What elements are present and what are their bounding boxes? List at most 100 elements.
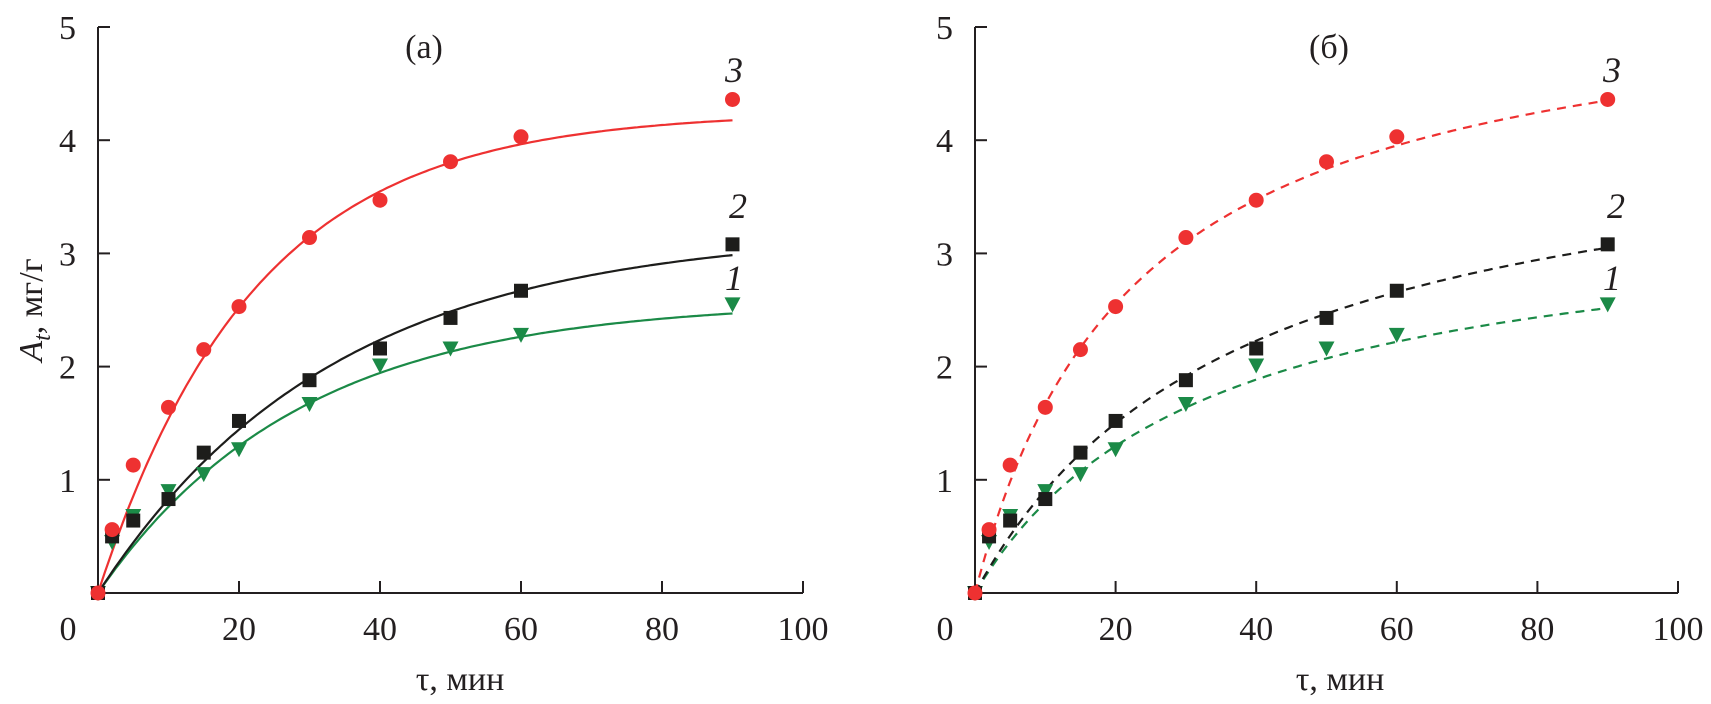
fit-curve-series-3 bbox=[96, 119, 733, 594]
data-point-series-2 bbox=[1249, 341, 1264, 356]
data-point-series-1 bbox=[195, 467, 212, 483]
data-point-series-2 bbox=[1389, 283, 1404, 298]
fit-curve-series-1 bbox=[97, 312, 733, 594]
panel-label: (б) bbox=[1309, 29, 1349, 66]
data-point-series-2 bbox=[725, 237, 740, 252]
data-point-series-3 bbox=[1248, 192, 1264, 208]
data-point-series-3 bbox=[513, 129, 529, 145]
y-label-symbol: A bbox=[13, 341, 50, 364]
data-point-series-3 bbox=[1600, 91, 1616, 107]
y-axis-label: At, мг/г bbox=[13, 258, 56, 363]
x-tick-label: 20 bbox=[222, 611, 256, 648]
data-point-series-3 bbox=[231, 299, 247, 315]
y-label-subscript: t bbox=[30, 333, 56, 341]
x-tick-label: 80 bbox=[645, 611, 679, 648]
y-tick-label: 5 bbox=[59, 10, 76, 47]
data-point-series-3 bbox=[967, 585, 983, 601]
data-point-series-1 bbox=[724, 297, 741, 313]
data-point-series-2 bbox=[126, 513, 141, 528]
data-point-series-1 bbox=[1107, 442, 1124, 458]
data-point-series-1 bbox=[1318, 341, 1335, 357]
data-point-series-3 bbox=[90, 585, 106, 601]
data-point-series-3 bbox=[104, 522, 120, 538]
panel-label: (а) bbox=[405, 29, 443, 66]
x-tick-label: 0 bbox=[60, 611, 77, 648]
data-point-series-1 bbox=[1599, 297, 1616, 313]
data-point-series-3 bbox=[302, 230, 317, 246]
data-point-series-2 bbox=[514, 283, 528, 298]
panel-a: 0 20 40 60 80 100 1 2 3 4 5 (а) τ, мин At, мг/г 1 2 3 bbox=[13, 10, 829, 698]
x-tick-label: 60 bbox=[1380, 611, 1414, 648]
data-point-series-2 bbox=[1178, 373, 1193, 388]
data-point-series-2 bbox=[1600, 237, 1615, 252]
y-tick-label: 4 bbox=[936, 123, 953, 160]
x-axis-label: τ, мин bbox=[1296, 661, 1385, 698]
data-point-series-3 bbox=[1002, 457, 1018, 473]
data-point-series-1 bbox=[160, 484, 177, 500]
x-tick-label: 80 bbox=[1520, 611, 1554, 648]
y-tick-label: 2 bbox=[936, 350, 953, 387]
data-point-series-2 bbox=[1038, 492, 1053, 507]
data-point-series-3 bbox=[981, 522, 997, 538]
data-point-series-3 bbox=[725, 91, 740, 107]
fit-curve-series-2 bbox=[974, 246, 1608, 594]
x-tick-label: 40 bbox=[1239, 611, 1273, 648]
data-point-series-3 bbox=[1108, 299, 1124, 315]
data-point-series-1 bbox=[513, 327, 529, 343]
panel-b: 0 20 40 60 80 100 1 2 3 4 5 (б) τ, мин 1 2 3 bbox=[936, 10, 1704, 698]
series-label-1: 1 bbox=[1603, 258, 1621, 298]
series-label-1: 1 bbox=[725, 258, 743, 298]
data-point-series-1 bbox=[1072, 467, 1089, 483]
data-point-series-2 bbox=[1319, 310, 1334, 325]
series-label-2: 2 bbox=[729, 186, 747, 226]
data-point-series-3 bbox=[1389, 129, 1405, 145]
fit-curve-series-1 bbox=[974, 307, 1608, 594]
data-point-series-1 bbox=[1388, 327, 1405, 343]
series-label-3: 3 bbox=[724, 50, 743, 90]
data-point-series-2 bbox=[302, 373, 317, 388]
y-tick-label: 2 bbox=[59, 350, 76, 387]
fit-curve-series-3 bbox=[973, 99, 1608, 594]
y-tick-label: 3 bbox=[936, 236, 953, 273]
data-point-series-3 bbox=[1072, 342, 1088, 358]
data-point-series-3 bbox=[372, 192, 388, 208]
data-point-series-1 bbox=[1177, 396, 1194, 412]
data-point-series-2 bbox=[161, 492, 176, 507]
data-point-series-2 bbox=[196, 445, 211, 460]
data-point-series-3 bbox=[196, 342, 212, 358]
data-point-series-1 bbox=[372, 358, 388, 374]
x-tick-label: 20 bbox=[1099, 611, 1133, 648]
series-label-2: 2 bbox=[1607, 186, 1625, 226]
x-tick-label: 100 bbox=[1653, 611, 1704, 648]
x-tick-label: 0 bbox=[937, 611, 954, 648]
x-tick-label: 100 bbox=[778, 611, 829, 648]
series-label-3: 3 bbox=[1602, 50, 1621, 90]
data-point-series-3 bbox=[1178, 230, 1194, 246]
x-tick-label: 40 bbox=[363, 611, 397, 648]
y-label-units: , мг/г bbox=[13, 258, 50, 334]
y-tick-label: 5 bbox=[936, 10, 953, 47]
data-point-series-2 bbox=[232, 413, 246, 428]
data-point-series-1 bbox=[301, 396, 318, 412]
data-point-series-1 bbox=[1037, 484, 1054, 500]
data-point-series-1 bbox=[442, 341, 459, 357]
data-point-series-2 bbox=[1003, 513, 1018, 528]
data-point-series-2 bbox=[373, 341, 387, 356]
data-point-series-2 bbox=[1108, 413, 1123, 428]
data-point-series-3 bbox=[161, 399, 176, 415]
data-point-series-3 bbox=[1319, 154, 1334, 170]
data-point-series-3 bbox=[443, 154, 458, 170]
y-tick-label: 1 bbox=[59, 463, 76, 500]
data-point-series-1 bbox=[231, 442, 247, 458]
data-point-series-2 bbox=[443, 310, 458, 325]
y-tick-label: 4 bbox=[59, 123, 76, 160]
x-axis-label: τ, мин bbox=[416, 661, 505, 698]
x-tick-label: 60 bbox=[504, 611, 538, 648]
data-point-series-3 bbox=[125, 457, 141, 473]
data-point-series-2 bbox=[1073, 445, 1088, 460]
fit-curve-series-2 bbox=[97, 254, 733, 594]
y-tick-label: 1 bbox=[936, 463, 953, 500]
y-tick-label: 3 bbox=[59, 236, 76, 273]
data-point-series-3 bbox=[1037, 399, 1053, 415]
